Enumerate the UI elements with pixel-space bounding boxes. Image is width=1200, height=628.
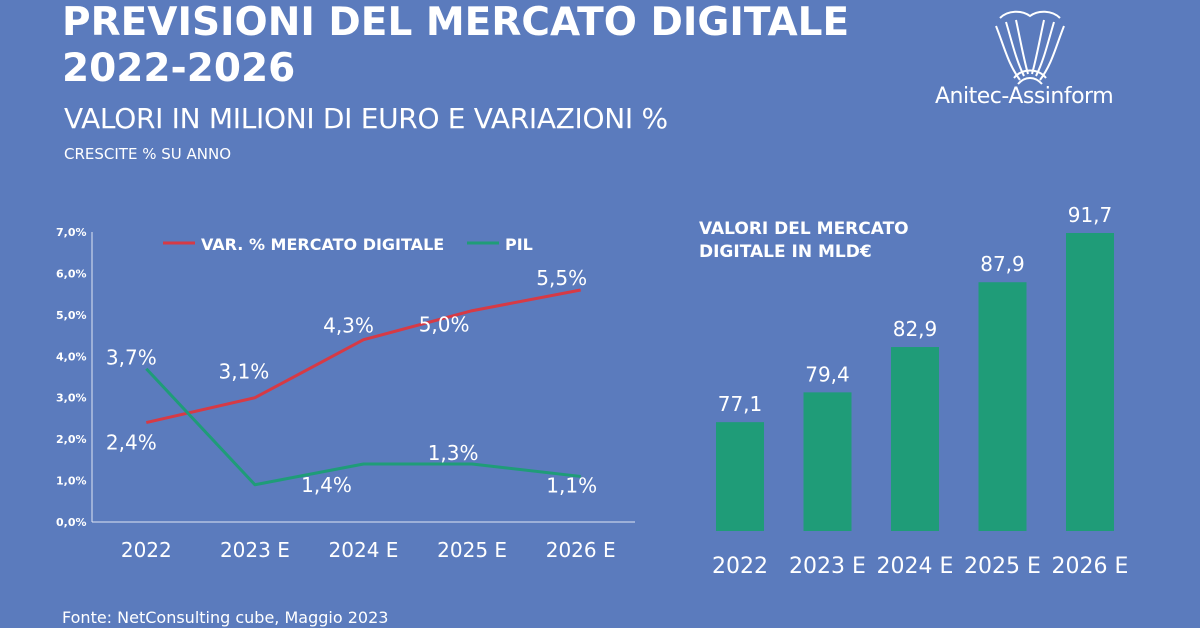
bar <box>1066 233 1114 531</box>
growth-note: CRESCITE % SU ANNO <box>64 145 231 163</box>
y-tick-label: 0,0% <box>56 516 87 529</box>
x-tick-label: 2023 E <box>220 538 290 562</box>
data-label-digital: 5,0% <box>419 313 470 337</box>
source-note: Fonte: NetConsulting cube, Maggio 2023 <box>62 608 389 627</box>
series-line-digital <box>145 288 581 425</box>
data-label-pil: 1,4% <box>301 473 352 497</box>
bar-value-label: 77,1 <box>718 392 763 416</box>
y-tick-label: 2,0% <box>56 433 87 446</box>
logo-text: Anitec-Assinform <box>935 84 1114 109</box>
y-tick-label: 1,0% <box>56 475 87 488</box>
series-line-pil <box>145 367 581 487</box>
data-label-digital: 4,3% <box>323 314 374 338</box>
bar-category-label: 2022 <box>712 554 768 579</box>
legend-label-digital: VAR. % MERCATO DIGITALE <box>201 235 444 254</box>
bar-category-label: 2025 E <box>964 554 1041 579</box>
bar-value-label: 87,9 <box>980 252 1025 276</box>
data-label-digital: 5,5% <box>536 266 587 290</box>
bar-value-label: 91,7 <box>1068 203 1113 227</box>
bar-value-label: 82,9 <box>893 317 938 341</box>
x-tick-label: 2026 E <box>546 538 616 562</box>
y-tick-label: 4,0% <box>56 350 87 363</box>
data-label-pil: 1,1% <box>546 473 597 497</box>
bar-chart-title-line-1: VALORI DEL MERCATO <box>699 219 909 239</box>
bar <box>978 282 1027 531</box>
bar-category-label: 2023 E <box>789 554 866 579</box>
x-tick-label: 2024 E <box>329 538 399 562</box>
bar <box>891 347 939 531</box>
x-tick-label: 2022 <box>121 538 172 562</box>
x-tick-label: 2025 E <box>437 538 507 562</box>
legend-label-pil: PIL <box>505 235 533 254</box>
bar <box>803 392 852 531</box>
data-label-pil: 3,7% <box>106 346 157 370</box>
bar-category-label: 2026 E <box>1052 554 1129 579</box>
data-label-pil: 1,3% <box>428 441 479 465</box>
bar-value-label: 79,4 <box>805 362 850 386</box>
bar-category-label: 2024 E <box>877 554 954 579</box>
bar-chart-title-line-2: DIGITALE IN MLD€ <box>699 242 872 262</box>
y-tick-label: 7,0% <box>56 226 87 239</box>
bar <box>716 422 764 531</box>
confindustria-eagle-logo <box>995 10 1065 85</box>
y-tick-label: 5,0% <box>56 309 87 322</box>
y-tick-label: 6,0% <box>56 267 87 280</box>
page-title: PREVISIONI DEL MERCATO DIGITALE 2022-202… <box>62 0 850 91</box>
data-label-digital: 3,1% <box>218 360 269 384</box>
data-label-digital: 2,4% <box>106 431 157 455</box>
page-subtitle: VALORI IN MILIONI DI EURO E VARIAZIONI % <box>64 102 668 135</box>
y-tick-label: 3,0% <box>56 392 87 405</box>
